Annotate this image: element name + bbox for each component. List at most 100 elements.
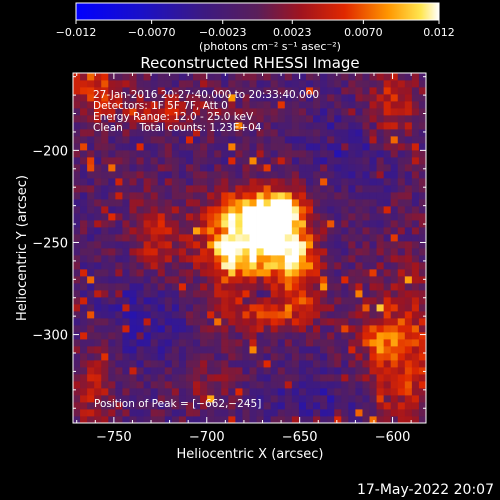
heatmap-cell: [418, 122, 426, 130]
heatmap-cell: [178, 381, 187, 389]
heatmap-cell: [171, 332, 180, 340]
heatmap-cell: [390, 73, 399, 81]
heatmap-cell: [305, 122, 314, 130]
heatmap-cell: [355, 157, 363, 165]
heatmap-cell: [94, 318, 102, 326]
heatmap-cell: [390, 297, 399, 305]
heatmap-cell: [80, 290, 88, 298]
heatmap-cell: [404, 157, 413, 165]
heatmap-cell: [200, 129, 208, 137]
heatmap-cell: [355, 178, 363, 186]
heatmap-cell: [178, 332, 187, 340]
heatmap-cell: [207, 297, 215, 305]
heatmap-cell: [94, 297, 102, 305]
heatmap-cell: [80, 213, 88, 221]
heatmap-cell: [291, 402, 300, 410]
heatmap-cell: [136, 409, 144, 417]
heatmap-cell: [207, 122, 215, 130]
heatmap-cell: [291, 269, 300, 277]
heatmap-cell: [143, 283, 152, 291]
heatmap-cell: [207, 395, 215, 403]
heatmap-cell: [249, 143, 257, 151]
heatmap-cell: [178, 122, 187, 130]
heatmap-cell: [341, 304, 349, 312]
heatmap-cell: [298, 311, 307, 319]
heatmap-cell: [270, 157, 279, 165]
heatmap-cell: [178, 213, 187, 221]
heatmap-cell: [143, 276, 152, 284]
heatmap-cell: [355, 220, 363, 228]
heatmap-cell: [383, 101, 392, 109]
heatmap-cell: [320, 143, 328, 151]
heatmap-cell: [383, 122, 392, 130]
heatmap-cell: [362, 150, 370, 158]
heatmap-cell: [129, 115, 137, 123]
heatmap-cell: [397, 402, 406, 410]
heatmap-cell: [178, 297, 187, 305]
heatmap-cell: [270, 87, 279, 95]
heatmap-cell: [313, 339, 321, 347]
heatmap-cell: [270, 115, 279, 123]
heatmap-cell: [390, 283, 399, 291]
heatmap-cell: [341, 353, 349, 361]
heatmap-cell: [397, 290, 406, 298]
heatmap-cell: [369, 234, 377, 242]
heatmap-cell: [397, 360, 406, 368]
heatmap-cell: [362, 73, 370, 81]
heatmap-cell: [200, 206, 208, 214]
heatmap-cell: [249, 115, 257, 123]
heatmap-cell: [221, 108, 229, 116]
heatmap-cell: [94, 367, 102, 375]
heatmap-cell: [178, 101, 187, 109]
heatmap-cell: [136, 192, 144, 200]
heatmap-cell: [171, 388, 180, 396]
heatmap-cell: [305, 409, 314, 417]
heatmap-cell: [185, 108, 194, 116]
heatmap-cell: [298, 304, 307, 312]
heatmap-cell: [263, 311, 272, 319]
heatmap-cell: [115, 325, 123, 333]
heatmap-cell: [242, 360, 250, 368]
heatmap-cell: [129, 101, 137, 109]
heatmap-cell: [390, 171, 399, 179]
heatmap-cell: [157, 395, 166, 403]
heatmap-cell: [320, 171, 328, 179]
heatmap-cell: [129, 290, 137, 298]
heatmap-cell: [348, 143, 356, 151]
heatmap-cell: [383, 374, 392, 382]
heatmap-cell: [87, 150, 95, 158]
heatmap-cell: [171, 87, 180, 95]
heatmap-cell: [221, 80, 229, 88]
heatmap-cell: [101, 290, 109, 298]
heatmap-cell: [94, 276, 102, 284]
heatmap-cell: [150, 101, 159, 109]
heatmap-cell: [136, 87, 144, 95]
heatmap-cell: [94, 150, 102, 158]
heatmap-cell: [341, 374, 349, 382]
heatmap-cell: [94, 157, 102, 165]
heatmap-cell: [214, 332, 222, 340]
heatmap-cell: [249, 241, 257, 249]
heatmap-cell: [305, 227, 314, 235]
heatmap-cell: [207, 94, 215, 102]
heatmap-cell: [129, 318, 137, 326]
heatmap-cell: [277, 276, 286, 284]
heatmap-cell: [185, 129, 194, 137]
heatmap-cell: [362, 94, 370, 102]
heatmap-cell: [221, 171, 229, 179]
heatmap-cell: [200, 73, 208, 81]
heatmap-cell: [327, 234, 335, 242]
heatmap-cell: [87, 80, 95, 88]
heatmap-cell: [313, 409, 321, 417]
heatmap-cell: [291, 311, 300, 319]
heatmap-cell: [390, 255, 399, 263]
heatmap-cell: [178, 318, 187, 326]
heatmap-cell: [404, 241, 413, 249]
heatmap-cell: [122, 192, 130, 200]
heatmap-cell: [207, 185, 215, 193]
heatmap-cell: [136, 276, 144, 284]
heatmap-cell: [193, 346, 201, 354]
heatmap-cell: [369, 409, 377, 417]
heatmap-cell: [185, 353, 194, 361]
heatmap-cell: [94, 143, 102, 151]
